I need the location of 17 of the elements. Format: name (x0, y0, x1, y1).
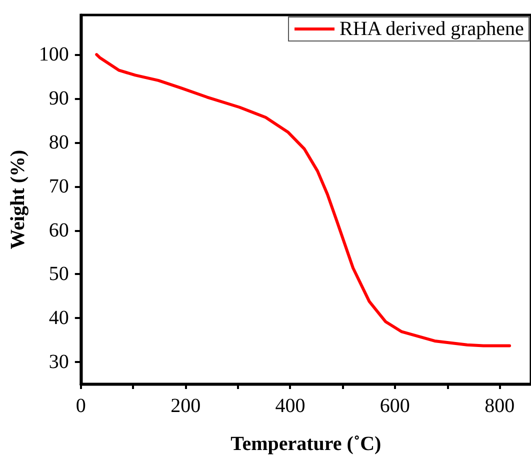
y-tick-label: 100 (38, 44, 69, 66)
y-tick-label: 60 (48, 219, 69, 242)
y-axis-title: Weight (%) (7, 150, 29, 250)
x-tick-label: 800 (484, 395, 515, 417)
x-tick-label: 400 (275, 395, 306, 417)
y-tick-label: 30 (48, 351, 69, 374)
x-tick-label: 600 (380, 395, 410, 417)
y-tick-label: 80 (48, 131, 69, 154)
legend-label: RHA derived graphene (340, 18, 524, 40)
line-series (95, 53, 512, 348)
x-axis-title: Temperature (˚C) (230, 433, 382, 455)
y-tick-label: 70 (48, 175, 69, 198)
y-tick-label: 40 (48, 307, 69, 330)
x-tick-label: 0 (76, 395, 86, 417)
y-tick-label: 50 (48, 263, 69, 286)
y-tick-label: 90 (48, 87, 69, 110)
x-tick-label: 200 (170, 395, 201, 417)
